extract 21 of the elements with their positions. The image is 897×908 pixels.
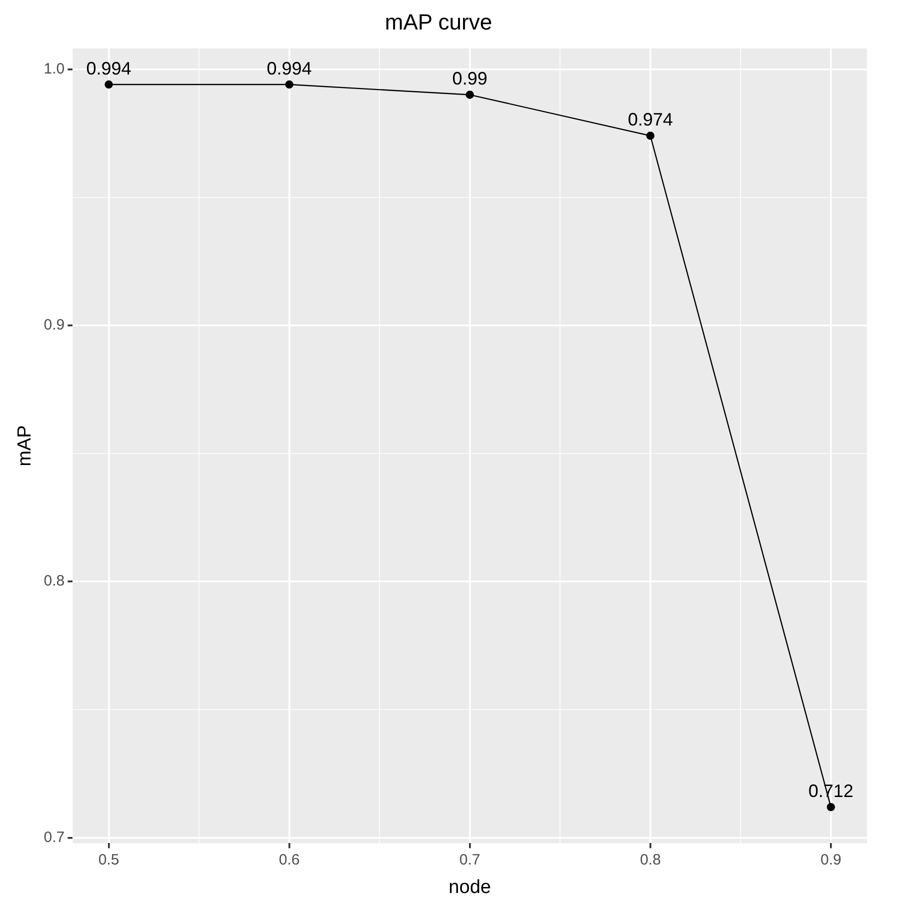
y-tick-label: 0.9 <box>44 316 65 334</box>
point <box>285 80 294 89</box>
y-tick-label: 0.7 <box>44 828 65 846</box>
point <box>826 802 835 812</box>
point <box>104 80 113 89</box>
y-tick-label: 1.0 <box>44 60 65 78</box>
x-tick-label: 0.6 <box>278 851 300 868</box>
y-axis-title: mAP <box>14 425 36 466</box>
x-tick-label: 0.5 <box>98 851 120 868</box>
data-label: 0.99 <box>452 68 488 89</box>
x-tick-label: 0.9 <box>820 851 842 868</box>
point <box>466 90 474 99</box>
data-label: 0.994 <box>266 58 312 78</box>
data-label: 0.974 <box>628 110 673 130</box>
chart-title: mAP curve <box>384 9 492 34</box>
data-label: 0.994 <box>86 58 132 78</box>
y-tick-label: 0.8 <box>44 572 65 590</box>
point <box>646 132 654 140</box>
x-tick-label: 0.8 <box>640 851 661 868</box>
x-axis-title: node <box>448 876 491 898</box>
x-tick-label: 0.7 <box>459 851 480 868</box>
